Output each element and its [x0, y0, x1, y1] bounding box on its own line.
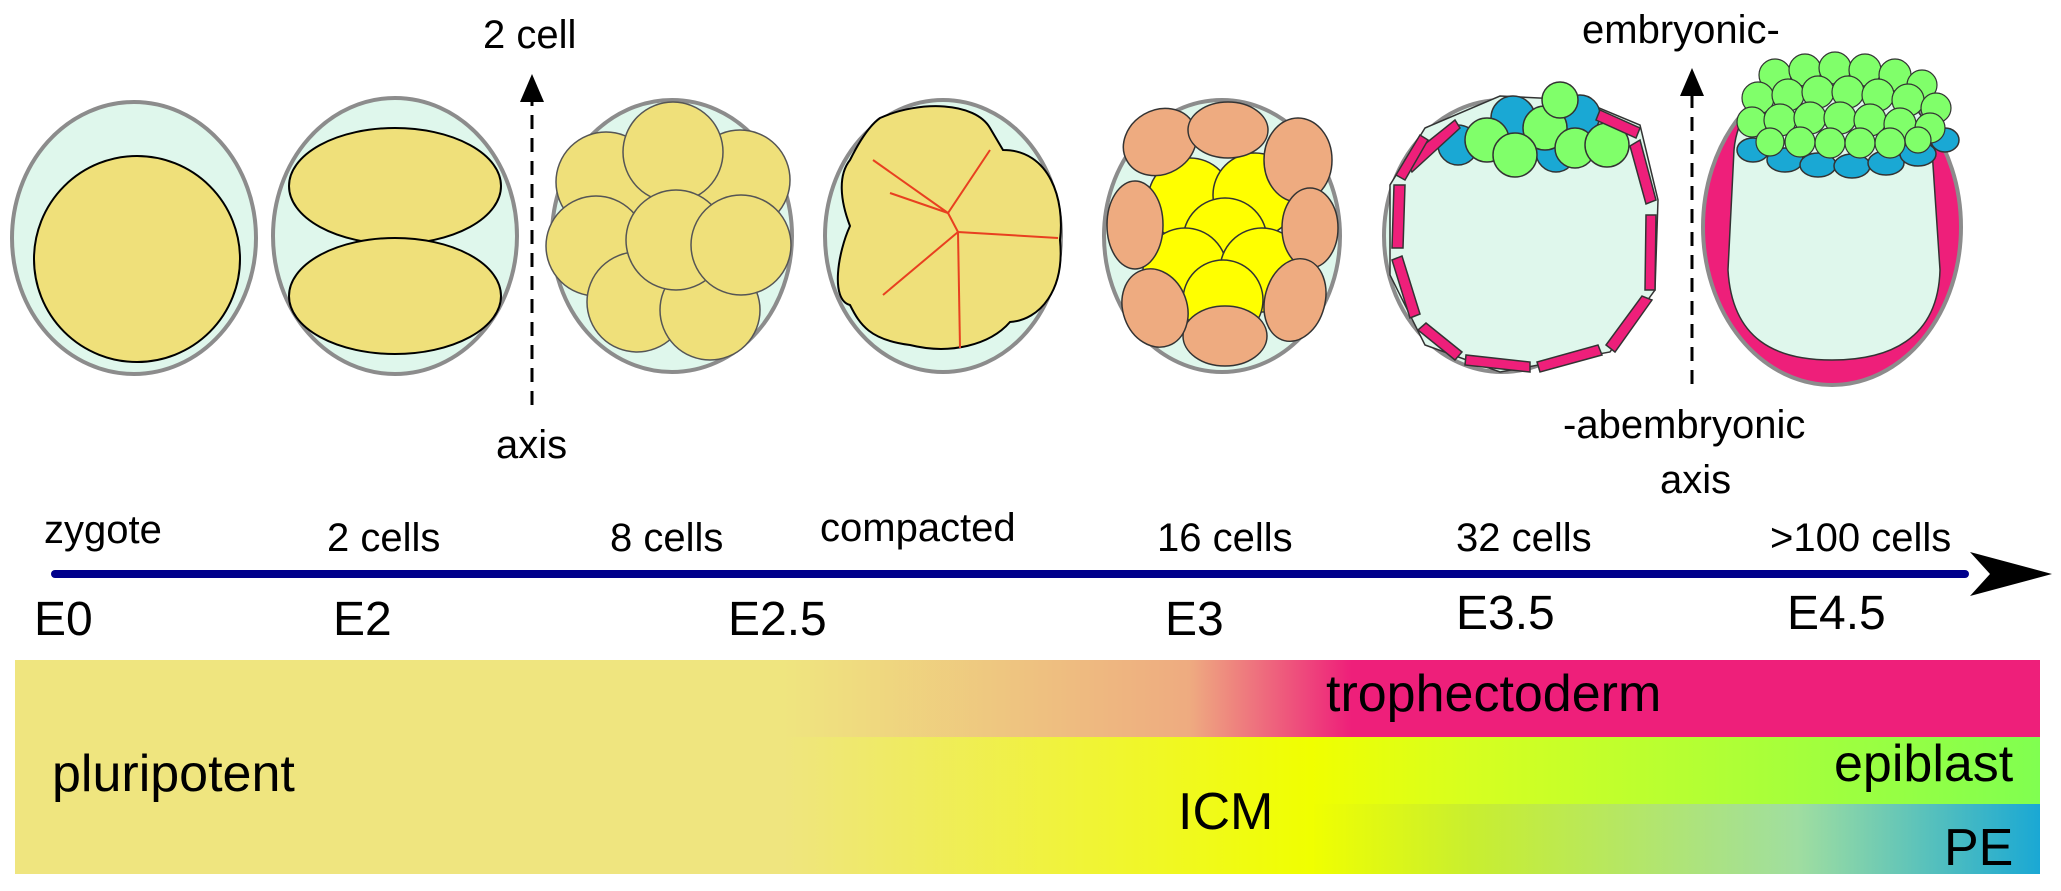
- embryonic-axis-label-bottom-2: axis: [1660, 458, 1732, 502]
- trophectoderm-fate-bar: [15, 660, 2040, 737]
- fate-label-icm: ICM: [1178, 783, 1274, 841]
- embryonic-axis-label-top: embryonic-: [1582, 8, 1780, 52]
- cell-boundaries: [872, 149, 1059, 349]
- fate-label-epiblast: epiblast: [1834, 735, 2014, 793]
- blastomere: [690, 194, 792, 296]
- arrowhead-icon: [520, 74, 544, 102]
- fate-label-pluripotent: pluripotent: [52, 745, 295, 803]
- two-cell-axis-label-top: 2 cell: [483, 13, 577, 57]
- day-label-e0: E0: [34, 593, 93, 646]
- day-label-e3-5: E3.5: [1456, 587, 1555, 640]
- thirty-two-cell-embryo: [1382, 81, 1659, 374]
- two-cell-embryo: [271, 96, 519, 376]
- blastomere: [622, 101, 724, 203]
- pe-fate-bar: [15, 804, 2040, 874]
- late-blastocyst-embryo: [1701, 51, 1963, 387]
- embryonic-axis-label-bottom-1: -abembryonic: [1563, 403, 1806, 447]
- day-label-e2-5: E2.5: [728, 593, 827, 646]
- day-label-e2: E2: [333, 593, 392, 646]
- stage-label-100-cells: >100 cells: [1770, 516, 1952, 560]
- blastomere: [288, 127, 502, 245]
- fate-label-pe: PE: [1944, 819, 2014, 877]
- zygote-embryo: [10, 100, 258, 376]
- compacted-embryo: [823, 98, 1063, 374]
- stage-label-zygote: zygote: [44, 508, 162, 552]
- epiblast-cells: [1464, 81, 1630, 178]
- day-label-e4-5: E4.5: [1787, 587, 1886, 640]
- arrowhead-icon: [1680, 68, 1704, 96]
- epiblast-fate-bar: [15, 737, 2040, 804]
- timeline-arrowhead-icon: [1970, 552, 2052, 596]
- stage-label-16-cells: 16 cells: [1157, 516, 1293, 560]
- outer-cells: [1106, 101, 1339, 367]
- epiblast-cells: [1736, 51, 1952, 159]
- day-label-e3: E3: [1165, 593, 1224, 646]
- stage-label-8-cells: 8 cells: [610, 516, 724, 560]
- eight-cell-embryo: [545, 98, 794, 374]
- blastomere: [288, 237, 502, 355]
- two-cell-axis-label-bottom: axis: [496, 423, 568, 467]
- compacted-cell-mass: [836, 105, 1062, 350]
- trophectoderm-cells: [1391, 108, 1657, 373]
- fate-label-trophectoderm: trophectoderm: [1326, 665, 1662, 723]
- stage-label-32-cells: 32 cells: [1456, 516, 1592, 560]
- stage-label-2-cells: 2 cells: [327, 516, 441, 560]
- zygote-cell: [33, 155, 241, 363]
- sixteen-cell-embryo: [1102, 98, 1342, 374]
- stage-label-compacted: compacted: [820, 506, 1016, 550]
